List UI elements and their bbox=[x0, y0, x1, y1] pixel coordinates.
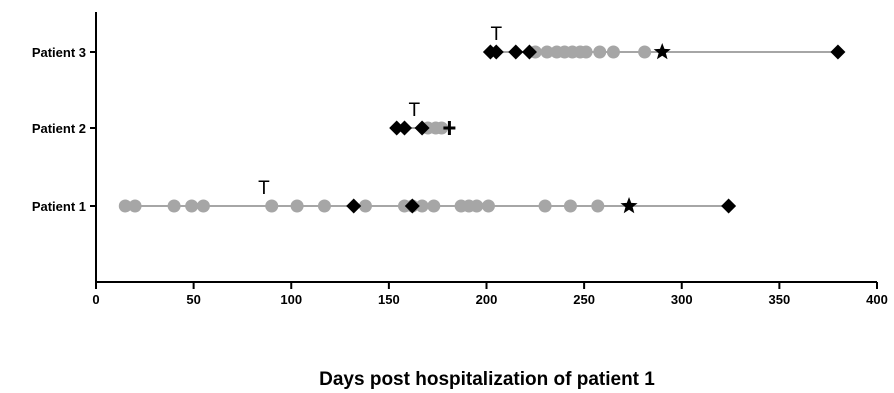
x-tick-label: 250 bbox=[573, 292, 595, 307]
gray-point bbox=[427, 199, 441, 213]
x-tick-label: 350 bbox=[769, 292, 791, 307]
gray-point bbox=[606, 45, 620, 59]
diamond-marker bbox=[396, 120, 412, 136]
gray-point bbox=[167, 199, 181, 213]
star-marker bbox=[620, 197, 638, 214]
t-label: T bbox=[408, 100, 420, 121]
x-axis-label: Days post hospitalization of patient 1 bbox=[319, 369, 655, 390]
data-marks: T T T bbox=[118, 24, 846, 214]
gray-point bbox=[593, 45, 607, 59]
gray-point bbox=[196, 199, 210, 213]
gray-point bbox=[540, 45, 554, 59]
x-tick-label: 150 bbox=[378, 292, 400, 307]
x-tick-label: 300 bbox=[671, 292, 693, 307]
t-label: T bbox=[490, 24, 502, 45]
gray-point bbox=[128, 199, 142, 213]
gray-point bbox=[290, 199, 304, 213]
gray-point bbox=[638, 45, 652, 59]
gray-point bbox=[591, 199, 605, 213]
gray-point bbox=[481, 199, 495, 213]
diamond-marker bbox=[488, 44, 504, 60]
gray-point bbox=[265, 199, 279, 213]
gray-point bbox=[470, 199, 484, 213]
diamond-marker bbox=[521, 44, 537, 60]
t-label: T bbox=[258, 178, 270, 199]
patient-lines bbox=[125, 51, 838, 207]
diamond-marker bbox=[389, 120, 405, 136]
cross-marker bbox=[443, 121, 456, 135]
gray-point bbox=[435, 121, 449, 135]
diamond-marker bbox=[404, 198, 420, 214]
x-tick-label: 100 bbox=[280, 292, 302, 307]
y-category-label: Patient 2 bbox=[32, 121, 86, 136]
x-tick-label: 0 bbox=[92, 292, 99, 307]
diamond-marker bbox=[346, 198, 362, 214]
diamond-marker bbox=[830, 44, 846, 60]
gray-point bbox=[185, 199, 199, 213]
diamond-marker bbox=[721, 198, 737, 214]
x-tick-label: 50 bbox=[186, 292, 200, 307]
gray-point bbox=[563, 199, 577, 213]
gray-point bbox=[579, 45, 593, 59]
y-category-label: Patient 1 bbox=[32, 199, 86, 214]
star-marker bbox=[653, 43, 671, 60]
gray-point bbox=[118, 199, 132, 213]
gray-point bbox=[317, 199, 331, 213]
axes: 0 50 100 150 200 250 300 350 400 Patient 1 Patient… bbox=[32, 12, 888, 307]
diamond-marker bbox=[508, 44, 524, 60]
gray-point bbox=[538, 199, 552, 213]
gray-point bbox=[415, 199, 429, 213]
diamond-marker bbox=[414, 120, 430, 136]
y-category-label: Patient 3 bbox=[32, 45, 86, 60]
x-tick-label: 400 bbox=[866, 292, 888, 307]
x-tick-label: 200 bbox=[476, 292, 498, 307]
gray-point bbox=[358, 199, 372, 213]
